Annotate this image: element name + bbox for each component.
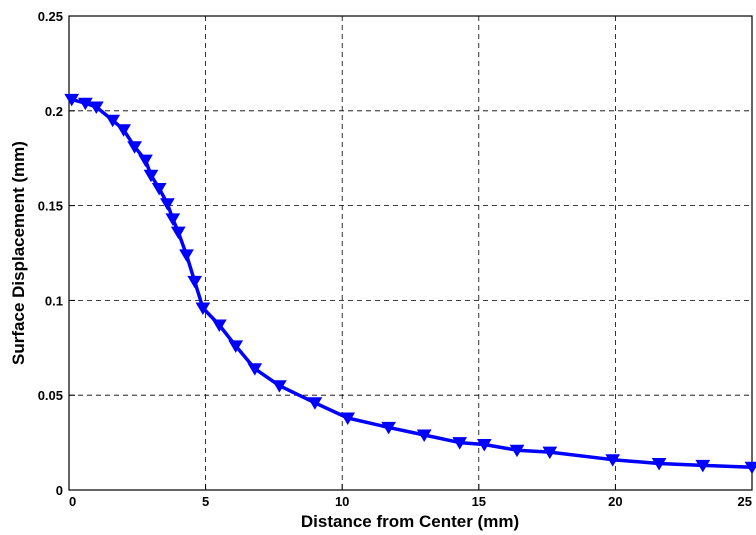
data-series (64, 93, 756, 475)
x-tick-label: 25 (738, 494, 752, 509)
y-tick-label: 0.1 (45, 293, 63, 308)
data-point-marker (116, 124, 131, 137)
data-point-marker (138, 154, 153, 168)
data-point-marker (416, 429, 432, 442)
data-point-marker (105, 114, 121, 128)
data-point-marker (307, 397, 323, 410)
data-point-marker (160, 198, 175, 211)
data-point-marker (187, 275, 203, 289)
data-point-marker (744, 461, 756, 475)
data-point-marker (452, 437, 468, 450)
x-tick-label: 5 (202, 494, 209, 509)
data-point-marker (151, 183, 167, 196)
data-point-marker (695, 459, 711, 473)
y-tick-label: 0.15 (38, 199, 63, 214)
data-point-marker (195, 302, 211, 315)
data-point-marker (605, 454, 621, 467)
data-point-marker (127, 141, 142, 154)
data-point-marker (476, 439, 492, 452)
y-tick-label: 0.05 (38, 388, 63, 403)
data-point-marker (340, 412, 356, 425)
y-tick-label: 0.2 (45, 104, 63, 119)
data-point-marker (211, 319, 227, 332)
data-point-marker (542, 446, 558, 460)
data-point-marker (170, 226, 186, 240)
data-point-marker (78, 97, 93, 111)
plot-frame (68, 15, 753, 491)
data-point-marker (64, 93, 80, 107)
x-tick-label: 15 (472, 494, 486, 509)
data-point-marker (228, 340, 244, 353)
grid-lines (69, 16, 752, 490)
x-tick-label: 10 (335, 494, 349, 509)
data-point-marker (272, 380, 287, 393)
y-tick-label: 0.25 (38, 9, 63, 24)
x-tick-label: 0 (69, 494, 76, 509)
series-line (71, 97, 753, 469)
x-axis-label: Distance from Center (mm) (301, 512, 519, 531)
x-tick-label: 20 (608, 494, 622, 509)
data-point-marker (165, 213, 181, 226)
y-tick-label: 0 (56, 483, 63, 498)
data-point-marker (509, 444, 525, 458)
y-axis-label: Surface Displacement (mm) (9, 141, 28, 365)
data-point-marker (143, 169, 159, 183)
data-point-marker (88, 101, 104, 114)
axis-ticks: 0 5 10 15 20 25 0 0.05 0.1 0.15 0.2 0.25 (38, 9, 753, 509)
data-point-marker (179, 249, 194, 262)
data-point-marker (381, 421, 396, 435)
data-point-marker (247, 363, 263, 376)
data-point-marker (651, 458, 667, 471)
